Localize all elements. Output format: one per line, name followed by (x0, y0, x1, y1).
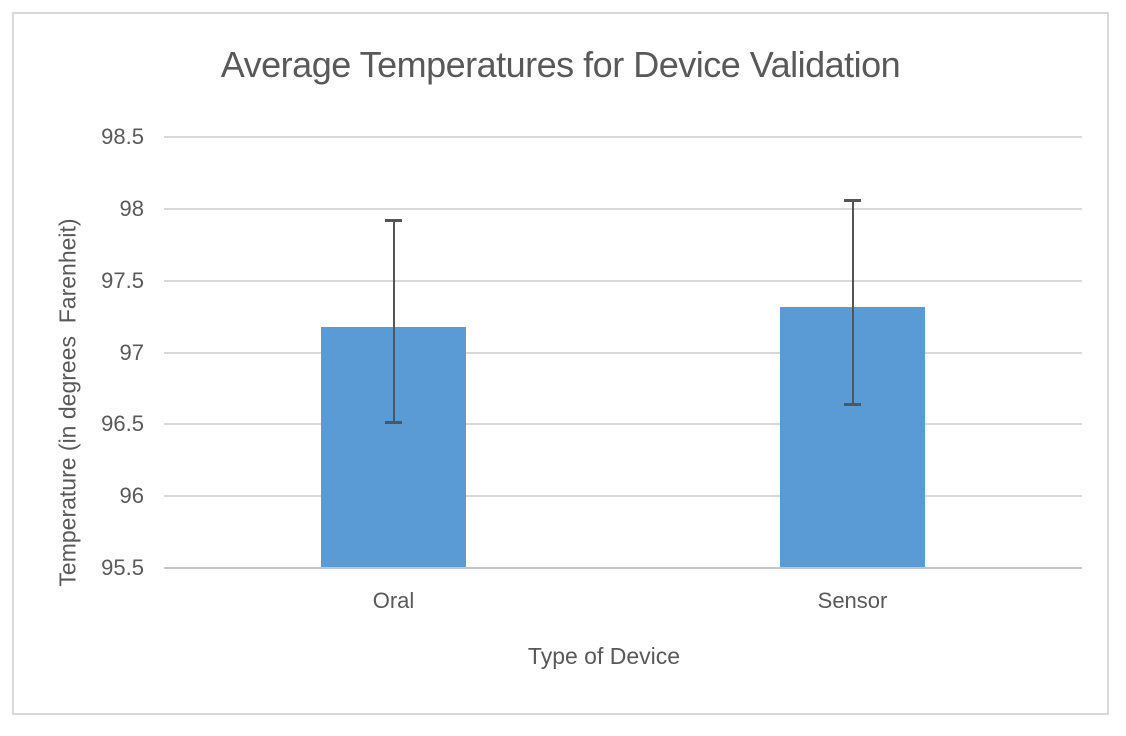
gridline (164, 351, 1082, 354)
y-tick-label: 96.5 (101, 411, 144, 437)
y-tick-label: 98 (119, 195, 144, 221)
error-bar-cap-bottom (844, 402, 861, 406)
gridline (164, 495, 1082, 498)
y-tick-label: 97 (119, 339, 144, 365)
x-axis-title: Type of Device (527, 643, 681, 669)
gridline (164, 423, 1082, 426)
error-bar-cap-bottom (385, 421, 402, 425)
y-tick-labels: 98.5 98 97.5 97 96.5 96 95.5 (0, 124, 144, 580)
error-bar (844, 198, 861, 406)
gridline (164, 136, 1082, 138)
plot-area (164, 136, 1082, 569)
y-tick-label: 96 (119, 483, 144, 509)
x-axis-line (164, 567, 1082, 569)
x-tick-label: Oral (372, 588, 415, 613)
gridline (164, 207, 1082, 210)
error-bar-line (392, 218, 395, 425)
error-bar-cap-top (844, 198, 861, 202)
chart-title: Average Temperatures for Device Validati… (220, 44, 901, 85)
chart-frame (12, 12, 1109, 715)
error-bar-cap-top (385, 218, 402, 222)
error-bar-line (851, 198, 854, 406)
y-tick-label: 98.5 (101, 124, 144, 149)
x-tick-labels: Oral Sensor (164, 588, 1082, 614)
y-tick-label: 95.5 (101, 555, 144, 580)
gridline (164, 279, 1082, 282)
error-bar (385, 218, 402, 425)
y-tick-label: 97.5 (101, 267, 144, 293)
x-tick-label: Sensor (817, 588, 888, 613)
